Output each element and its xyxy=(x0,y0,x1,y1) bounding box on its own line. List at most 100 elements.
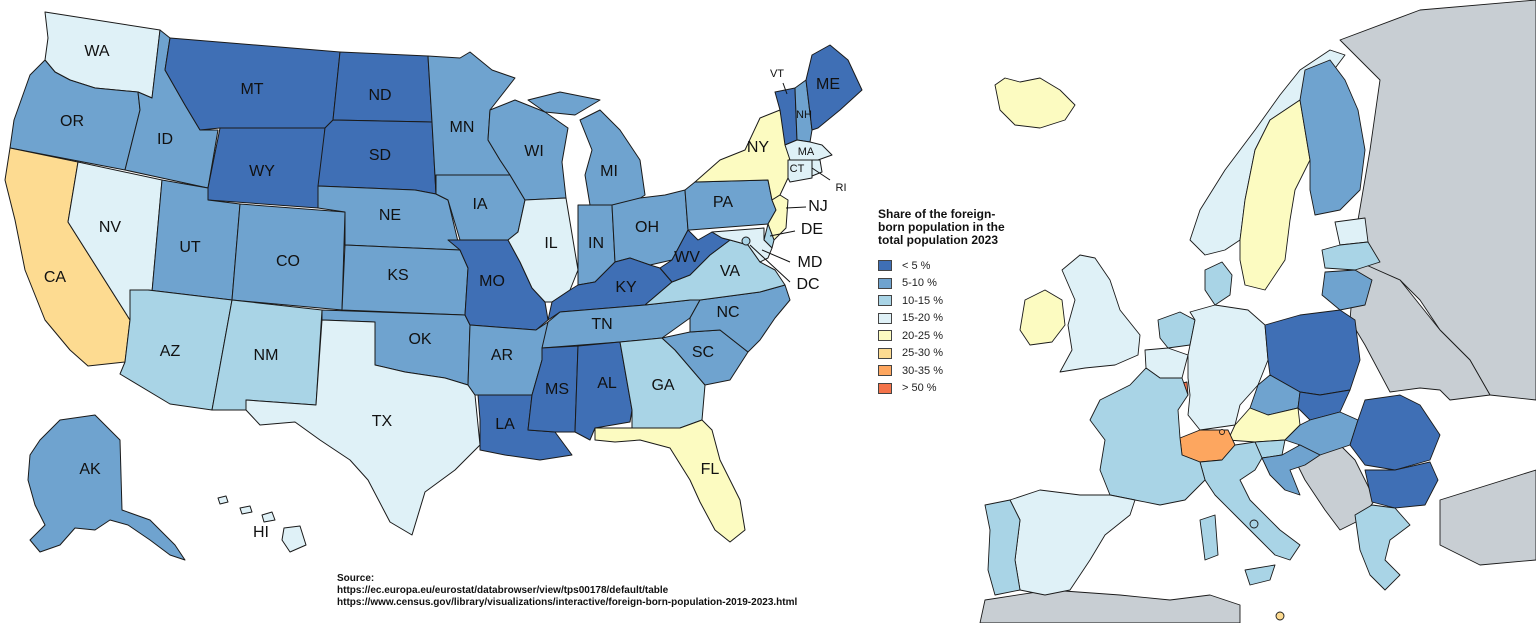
state-label-mo: MO xyxy=(479,273,505,290)
state-ri[interactable] xyxy=(811,159,823,177)
state-label-tx: TX xyxy=(372,413,393,430)
state-label-dc: DC xyxy=(796,276,819,293)
state-label-vt: VT xyxy=(770,68,784,80)
state-label-ri: RI xyxy=(836,182,847,194)
legend-item: 10-15 % xyxy=(878,292,1018,310)
europe-map xyxy=(979,0,1536,623)
state-me[interactable] xyxy=(805,44,863,131)
legend-item: 5-10 % xyxy=(878,275,1018,293)
legend-swatch xyxy=(878,277,892,289)
country-cyprus[interactable] xyxy=(1275,611,1285,621)
country-latvia[interactable] xyxy=(1321,241,1381,271)
state-label-nc: NC xyxy=(716,304,739,321)
state-dc[interactable] xyxy=(741,236,751,246)
country-france[interactable] xyxy=(1089,367,1206,506)
legend-swatch xyxy=(878,365,892,377)
country-bulgaria[interactable] xyxy=(1364,461,1439,509)
state-ct[interactable] xyxy=(787,159,813,183)
country-belarus-ukraine-nodata xyxy=(1349,259,1491,401)
source-link-census[interactable]: https://www.census.gov/library/visualiza… xyxy=(337,597,798,608)
state-label-nj: NJ xyxy=(808,198,828,215)
state-label-ut: UT xyxy=(179,239,201,256)
state-label-ak: AK xyxy=(79,461,101,478)
country-croatia[interactable] xyxy=(1261,444,1321,496)
state-label-me: ME xyxy=(816,76,840,93)
state-label-az: AZ xyxy=(160,343,181,360)
legend-swatch xyxy=(878,312,892,324)
state-label-al: AL xyxy=(597,375,617,392)
state-label-il: IL xyxy=(544,235,557,252)
country-estonia[interactable] xyxy=(1334,217,1369,246)
state-label-mn: MN xyxy=(450,119,475,136)
country-lithuania[interactable] xyxy=(1321,269,1373,311)
legend-label: 25-30 % xyxy=(902,347,943,360)
state-label-sc: SC xyxy=(692,344,714,361)
country-iceland[interactable] xyxy=(994,77,1076,129)
country-romania[interactable] xyxy=(1349,394,1441,471)
legend-swatch xyxy=(878,347,892,359)
state-label-wv: WV xyxy=(674,249,700,266)
legend-item: 25-30 % xyxy=(878,345,1018,363)
country-portugal[interactable] xyxy=(984,499,1021,596)
state-label-de: DE xyxy=(801,221,823,238)
country-finland[interactable] xyxy=(1299,59,1366,216)
country-denmark[interactable] xyxy=(1204,261,1233,306)
country-ireland[interactable] xyxy=(1019,289,1066,346)
legend-label: 5-10 % xyxy=(902,277,937,290)
legend-label: 30-35 % xyxy=(902,364,943,377)
state-label-md: MD xyxy=(798,254,823,271)
legend-item: 15-20 % xyxy=(878,310,1018,328)
state-label-fl: FL xyxy=(701,461,720,478)
state-md[interactable] xyxy=(711,227,773,263)
country-uk[interactable] xyxy=(1059,254,1141,373)
state-label-ma: MA xyxy=(798,146,815,158)
state-label-ok: OK xyxy=(408,331,431,348)
legend-label: > 50 % xyxy=(902,382,937,395)
state-label-wy: WY xyxy=(249,163,275,180)
us-map: WA OR CA NV ID MT WY UT AZ CO NM ND SD NE KS OK TX MN IA MO… xyxy=(4,11,863,561)
state-label-pa: PA xyxy=(713,194,733,211)
country-sweden[interactable] xyxy=(1239,99,1311,291)
state-label-ny: NY xyxy=(747,139,770,156)
state-fl[interactable] xyxy=(594,419,746,543)
country-liechtenstein[interactable] xyxy=(1219,429,1225,435)
state-label-ia: IA xyxy=(472,196,487,213)
legend-swatch xyxy=(878,295,892,307)
state-tx[interactable] xyxy=(245,319,481,536)
state-label-sd: SD xyxy=(369,147,391,164)
state-label-ct: CT xyxy=(790,163,805,175)
state-wy[interactable] xyxy=(207,127,326,209)
country-malta[interactable] xyxy=(1249,519,1259,529)
country-balkans-nodata xyxy=(1294,439,1376,531)
state-label-mi: MI xyxy=(600,163,618,180)
state-label-hi: HI xyxy=(253,524,269,541)
state-label-ne: NE xyxy=(379,207,401,224)
legend: Share of the foreign-born population in … xyxy=(878,208,1018,397)
source-heading: Source: xyxy=(337,573,375,584)
state-ak[interactable] xyxy=(27,414,186,561)
state-hi[interactable] xyxy=(217,495,307,553)
state-il[interactable] xyxy=(507,197,579,303)
country-greece[interactable] xyxy=(1354,504,1411,591)
legend-swatch xyxy=(878,382,892,394)
state-label-la: LA xyxy=(495,416,515,433)
country-italy[interactable] xyxy=(1199,441,1301,586)
legend-item: 20-25 % xyxy=(878,327,1018,345)
legend-label: < 5 % xyxy=(902,259,931,272)
country-netherlands[interactable] xyxy=(1157,311,1196,349)
country-turkey-nodata xyxy=(1439,469,1536,566)
state-label-nv: NV xyxy=(99,219,122,236)
state-label-or: OR xyxy=(60,113,84,130)
legend-swatch xyxy=(878,260,892,272)
state-label-nh: NH xyxy=(796,109,812,121)
state-label-va: VA xyxy=(720,263,740,280)
legend-swatch xyxy=(878,330,892,342)
country-spain[interactable] xyxy=(1009,489,1136,596)
source-link-eurostat[interactable]: https://ec.europa.eu/eurostat/databrowse… xyxy=(337,585,669,596)
state-label-tn: TN xyxy=(591,316,612,333)
state-label-ca: CA xyxy=(44,269,67,286)
state-label-nd: ND xyxy=(368,87,391,104)
state-label-oh: OH xyxy=(635,219,659,236)
state-label-nm: NM xyxy=(254,347,279,364)
